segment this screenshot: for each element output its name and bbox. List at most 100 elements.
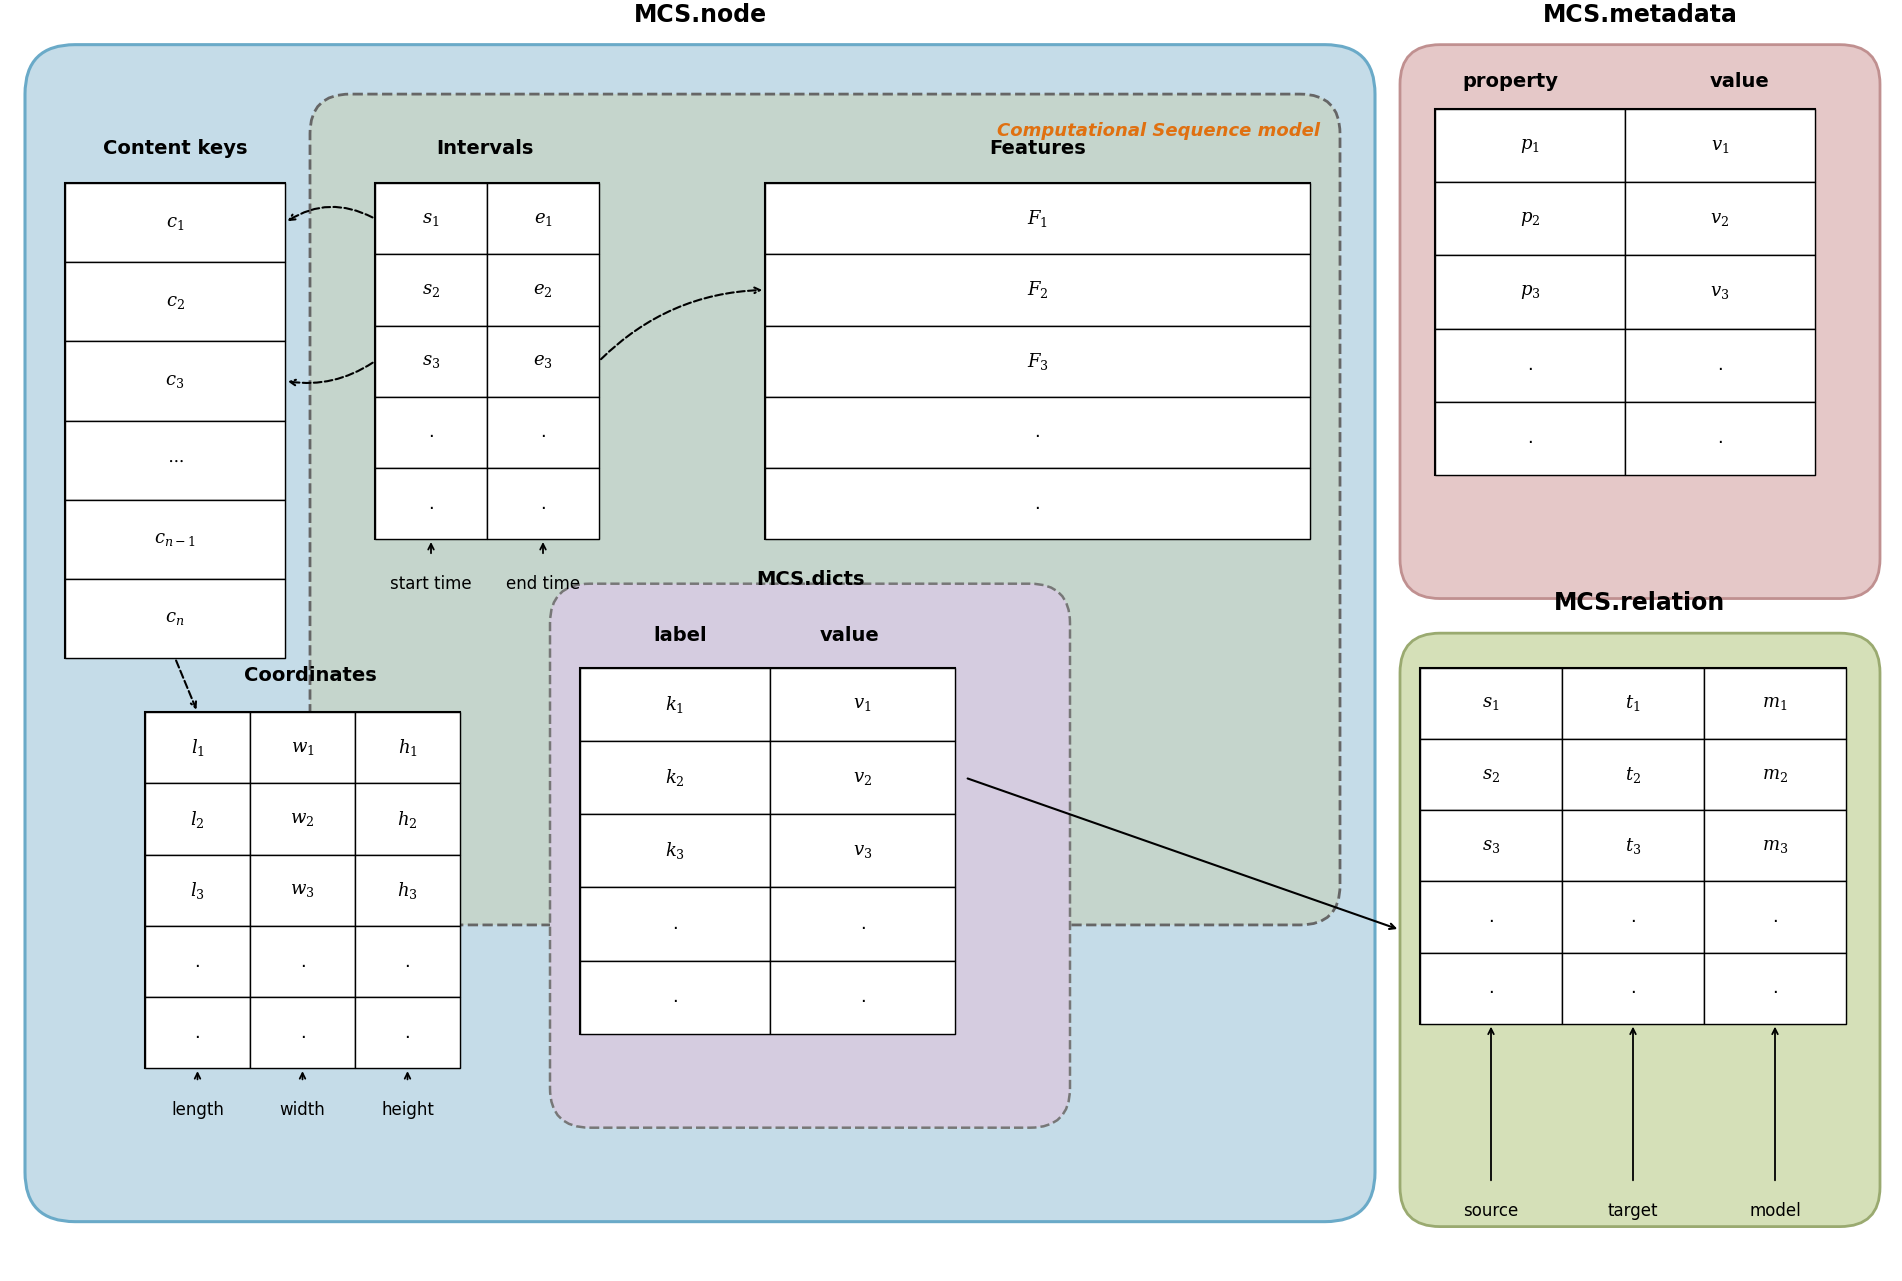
Bar <box>580 815 770 888</box>
Bar <box>1704 667 1847 739</box>
Bar <box>580 667 770 740</box>
Bar <box>487 468 599 539</box>
Bar <box>1624 255 1815 328</box>
Text: $k_1$: $k_1$ <box>666 694 685 715</box>
Text: model: model <box>1750 1202 1801 1220</box>
Bar <box>770 740 955 815</box>
Bar <box>65 183 285 263</box>
Text: .: . <box>1773 908 1778 926</box>
Bar <box>145 712 460 1068</box>
Bar <box>765 325 1310 397</box>
Text: end time: end time <box>506 575 580 593</box>
Text: $m_1$: $m_1$ <box>1763 694 1788 712</box>
Text: $s_3$: $s_3$ <box>1482 836 1501 854</box>
Text: $l_1$: $l_1$ <box>190 738 205 758</box>
Text: $p_2$: $p_2$ <box>1520 210 1541 228</box>
FancyBboxPatch shape <box>1400 45 1879 598</box>
Bar <box>1421 881 1562 953</box>
Text: $t_1$: $t_1$ <box>1626 693 1641 714</box>
Text: .: . <box>1630 908 1636 926</box>
Bar <box>1434 109 1624 182</box>
Bar <box>356 854 460 926</box>
Text: $F_1$: $F_1$ <box>1027 209 1048 229</box>
Bar <box>356 926 460 997</box>
Bar <box>65 341 285 420</box>
Bar <box>1704 953 1847 1024</box>
Text: label: label <box>652 625 708 644</box>
Bar <box>356 997 460 1068</box>
Text: value: value <box>1710 72 1771 91</box>
Text: $s_2$: $s_2$ <box>1482 766 1501 784</box>
Text: $h_1$: $h_1$ <box>398 738 417 758</box>
Text: Coordinates: Coordinates <box>243 666 377 685</box>
Bar <box>765 183 1310 539</box>
Bar <box>1421 810 1562 881</box>
Text: $c_{n-1}$: $c_{n-1}$ <box>154 530 196 548</box>
Text: .: . <box>1035 423 1040 442</box>
Text: $s_2$: $s_2$ <box>422 281 439 298</box>
Bar <box>249 854 356 926</box>
Text: $w_2$: $w_2$ <box>291 810 314 828</box>
Bar <box>1421 667 1562 739</box>
Text: $e_1$: $e_1$ <box>534 210 552 228</box>
Bar <box>1704 810 1847 881</box>
Bar <box>375 397 487 468</box>
Text: $c_1$: $c_1$ <box>165 214 184 232</box>
Bar <box>1562 667 1704 739</box>
Bar <box>765 183 1310 255</box>
Bar <box>145 784 249 854</box>
Bar <box>375 325 487 397</box>
Bar <box>580 888 770 961</box>
Bar <box>375 183 487 255</box>
Bar <box>770 961 955 1034</box>
Text: $\cdots$: $\cdots$ <box>167 451 183 469</box>
Bar <box>1562 953 1704 1024</box>
Bar <box>1562 810 1704 881</box>
Text: $h_3$: $h_3$ <box>398 880 418 901</box>
Text: $k_2$: $k_2$ <box>666 767 685 788</box>
Text: MCS.metadata: MCS.metadata <box>1543 3 1737 27</box>
Text: start time: start time <box>390 575 472 593</box>
Bar <box>1562 881 1704 953</box>
Bar <box>1624 402 1815 475</box>
Text: length: length <box>171 1100 224 1118</box>
Bar <box>580 740 770 815</box>
Bar <box>65 579 285 658</box>
Bar <box>487 397 599 468</box>
Text: .: . <box>1527 429 1533 447</box>
Text: $k_3$: $k_3$ <box>666 840 685 861</box>
Bar <box>375 183 599 539</box>
Text: $F_3$: $F_3$ <box>1027 351 1048 371</box>
Bar <box>249 926 356 997</box>
Text: MCS.node: MCS.node <box>633 3 767 27</box>
Text: .: . <box>671 915 677 933</box>
Text: .: . <box>194 953 200 971</box>
Text: .: . <box>1527 356 1533 374</box>
Text: $c_3$: $c_3$ <box>165 371 184 389</box>
Text: $m_3$: $m_3$ <box>1761 836 1788 854</box>
Bar <box>487 325 599 397</box>
Text: .: . <box>540 423 546 442</box>
Text: $v_2$: $v_2$ <box>1710 210 1729 228</box>
Text: target: target <box>1607 1202 1659 1220</box>
Text: Features: Features <box>989 140 1086 158</box>
Bar <box>1421 953 1562 1024</box>
Text: .: . <box>1035 494 1040 512</box>
Bar <box>1434 182 1624 255</box>
Text: .: . <box>860 915 865 933</box>
Text: .: . <box>860 988 865 1006</box>
Text: $s_1$: $s_1$ <box>422 210 439 228</box>
Bar <box>145 997 249 1068</box>
Text: height: height <box>380 1100 434 1118</box>
Text: $l_3$: $l_3$ <box>190 880 205 901</box>
Text: $p_1$: $p_1$ <box>1520 137 1541 155</box>
Text: $h_2$: $h_2$ <box>398 808 418 830</box>
Text: .: . <box>301 1024 306 1041</box>
FancyBboxPatch shape <box>310 94 1341 925</box>
Text: MCS.relation: MCS.relation <box>1554 592 1725 615</box>
Text: .: . <box>301 953 306 971</box>
Text: .: . <box>540 494 546 512</box>
Bar <box>1624 182 1815 255</box>
Text: .: . <box>194 1024 200 1041</box>
Text: .: . <box>1718 429 1723 447</box>
